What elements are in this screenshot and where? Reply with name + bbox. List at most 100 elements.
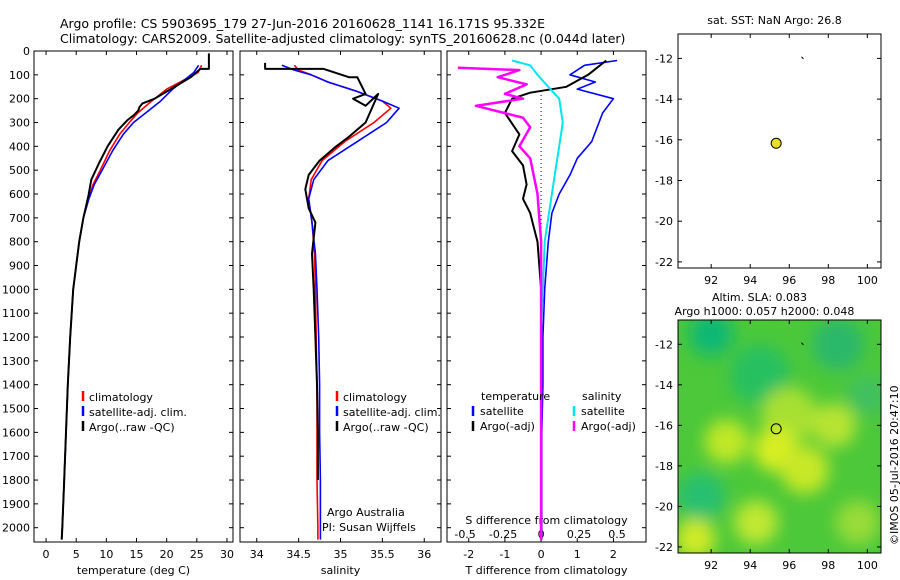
legend-label: Argo(-adj): [480, 420, 535, 433]
annotation-line: Argo Australia: [327, 506, 405, 519]
sla-blob: [835, 500, 880, 545]
map-x-tick-label: 100: [857, 274, 878, 287]
y-tick-label: 1300: [2, 355, 30, 368]
map-x-tick-label: 96: [782, 274, 796, 287]
series-line-climatology: [60, 64, 203, 540]
map-y-tick-label: -14: [655, 93, 673, 106]
panel-frame-difference: [446, 50, 647, 543]
y-tick-label: 500: [9, 164, 30, 177]
map-x-tick-label: 94: [743, 274, 757, 287]
annotation-line: PI: Susan Wijffels: [322, 521, 416, 534]
legend-label: satellite-adj. clim.: [343, 406, 441, 419]
top-x-tick-label: -0.5: [454, 528, 475, 541]
sla-blob: [812, 403, 857, 448]
map-y-tick-label: -22: [655, 541, 673, 554]
x-axis-label: T difference from climatology: [465, 564, 628, 577]
map-x-tick-label: 96: [782, 559, 796, 572]
map-frame-sla_map: [677, 319, 882, 554]
sla-blob: [678, 518, 716, 553]
y-tick-label: 2000: [2, 522, 30, 535]
legend-title: temperature: [481, 390, 550, 403]
top-x-axis-label: S difference from climatology: [465, 514, 628, 527]
map-y-tick-label: -12: [655, 52, 673, 65]
series-line-satellite-adj-clim-: [60, 64, 200, 540]
map-title-line-1: Altim. SLA: 0.083: [712, 291, 807, 304]
x-tick-label: 0: [43, 548, 50, 561]
map-y-tick-label: -18: [655, 460, 673, 473]
top-x-tick-label: -0.25: [489, 528, 517, 541]
series-line-salinity-satellite: [511, 59, 564, 540]
sla-field: [678, 320, 881, 553]
x-tick-label: -2: [463, 548, 474, 561]
series-line-argo-raw-qc-: [264, 62, 380, 480]
x-tick-label: 1: [574, 548, 581, 561]
series-line-climatology: [293, 64, 392, 540]
y-tick-label: 100: [9, 69, 30, 82]
top-x-tick-label: 0.5: [608, 528, 626, 541]
map-title: sat. SST: NaN Argo: 26.8: [707, 14, 841, 27]
y-tick-label: 0: [23, 45, 30, 58]
y-tick-label: 600: [9, 188, 30, 201]
map-x-tick-label: 94: [743, 559, 757, 572]
sla-blob: [812, 320, 865, 371]
top-x-tick-label: 0.25: [567, 528, 592, 541]
map-y-tick-label: -14: [655, 379, 673, 392]
x-tick-label: 35: [334, 548, 348, 561]
y-tick-label: 900: [9, 260, 30, 273]
credit-text: ©IMOS 05-Jul-2016 20:47:10: [888, 385, 900, 545]
title-line-1: Argo profile: CS 5903695_179 27-Jun-2016…: [60, 16, 545, 31]
map-y-tick-label: -22: [655, 256, 673, 269]
x-tick-label: 25: [190, 548, 204, 561]
title-line-2: Climatology: CARS2009. Satellite-adjuste…: [60, 31, 626, 46]
x-tick-label: -1: [499, 548, 510, 561]
sla-blob: [704, 419, 749, 464]
map-y-tick-label: -18: [655, 175, 673, 188]
map-frame-sst_map: [677, 33, 882, 269]
legend-title: salinity: [582, 390, 622, 403]
series-line-temperature-satellite: [540, 59, 618, 540]
y-tick-label: 1400: [2, 379, 30, 392]
sla-blob: [847, 374, 881, 415]
legend-label: climatology: [89, 391, 153, 404]
sla-blobs: [678, 320, 881, 553]
map-y-tick-label: -16: [655, 419, 673, 432]
y-tick-label: 700: [9, 212, 30, 225]
y-tick-label: 1800: [2, 474, 30, 487]
map-x-tick-label: 92: [704, 559, 718, 572]
map-y-tick-label: -12: [655, 338, 673, 351]
legend-label: satellite: [581, 405, 625, 418]
float-position-marker: [770, 423, 782, 435]
panel-frame-temperature: [33, 50, 234, 543]
y-tick-label: 1900: [2, 498, 30, 511]
x-tick-label: 2: [610, 548, 617, 561]
map-x-tick-label: 100: [857, 559, 878, 572]
y-tick-label: 1600: [2, 426, 30, 439]
map-x-tick-label: 98: [821, 559, 835, 572]
x-tick-label: 34: [250, 548, 264, 561]
x-tick-label: 0: [538, 548, 545, 561]
x-tick-label: 30: [220, 548, 234, 561]
x-tick-label: 35.5: [370, 548, 395, 561]
map-x-tick-label: 92: [704, 274, 718, 287]
x-tick-label: 34.5: [286, 548, 311, 561]
y-tick-label: 300: [9, 117, 30, 130]
y-tick-label: 400: [9, 140, 30, 153]
y-tick-label: 1000: [2, 283, 30, 296]
x-tick-label: 15: [130, 548, 144, 561]
sla-blob: [780, 445, 829, 494]
y-tick-label: 1500: [2, 403, 30, 416]
x-axis-label: temperature (deg C): [77, 564, 190, 577]
x-tick-label: 5: [73, 548, 80, 561]
series-line-argo-raw-qc-: [60, 53, 210, 540]
x-tick-label: 20: [160, 548, 174, 561]
y-tick-label: 1100: [2, 307, 30, 320]
y-tick-label: 1200: [2, 331, 30, 344]
map-y-tick-label: -20: [655, 215, 673, 228]
x-axis-label: salinity: [321, 564, 361, 577]
sla-blob: [678, 472, 726, 521]
x-tick-label: 10: [99, 548, 113, 561]
legend-label: satellite-adj. clim.: [89, 406, 187, 419]
legend-label: climatology: [343, 391, 407, 404]
series-line-salinity-argo-adj-: [457, 66, 543, 540]
